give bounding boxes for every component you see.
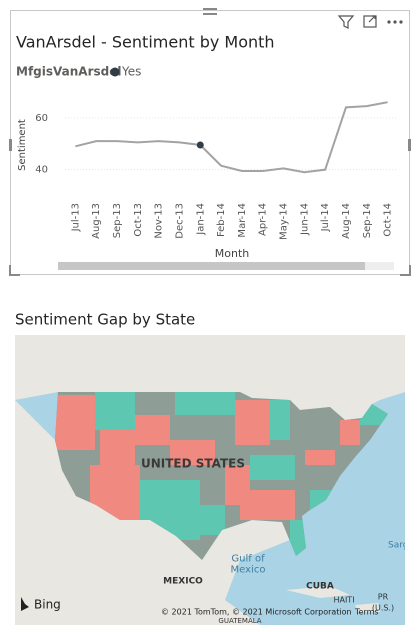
chart: 40 60 Jul-13 Aug-13 Sep-13 Oct-13 Nov-13 Dec-13… <box>35 65 398 240</box>
legend-marker <box>110 67 120 77</box>
line <box>75 101 388 174</box>
x-tick-label: Oct-13 <box>133 203 144 237</box>
chart-title: VanArsdel - Sentiment by Month <box>16 33 275 52</box>
bing-logo: Bing <box>34 598 61 612</box>
y-tick-label: 60 <box>35 113 48 124</box>
visual-card[interactable] <box>10 10 410 275</box>
terms-link[interactable]: Terms <box>354 608 379 617</box>
y-axis-title: Sentiment <box>17 119 28 171</box>
map-label: Sarg <box>388 541 408 551</box>
x-tick-label: Apr-14 <box>258 203 269 236</box>
x-tick-label: Dec-13 <box>174 203 185 239</box>
map-label: Gulf of Mexico <box>231 554 266 576</box>
map-label: CUBA <box>306 582 334 592</box>
map-title: Sentiment Gap by State <box>15 311 195 329</box>
selected-point <box>196 141 204 149</box>
x-tick-label: Aug-14 <box>341 203 352 239</box>
scrollbar-thumb[interactable] <box>58 262 365 270</box>
x-tick-label: Jul-13 <box>70 203 81 232</box>
x-tick-label: Feb-14 <box>216 203 227 237</box>
copyright: © 2021 TomTom, © 2021 Microsoft Corporat… <box>161 608 352 617</box>
map-label: HAITI <box>333 596 354 605</box>
x-tick-label: Mar-14 <box>237 203 248 238</box>
x-tick-label: Nov-13 <box>154 203 165 239</box>
map-label: UNITED STATES <box>141 457 245 471</box>
map-label: MEXICO <box>163 577 203 587</box>
resize-handles <box>9 8 411 276</box>
legend-label: Yes <box>121 65 141 79</box>
x-tick-label: Sep-14 <box>362 203 373 238</box>
visual-header-icons[interactable] <box>337 15 403 29</box>
map[interactable]: UNITED STATES Gulf of Mexico MEXICO CUBA … <box>15 335 408 625</box>
x-tick-label: Aug-13 <box>91 203 102 239</box>
x-tick-label: May-14 <box>279 203 290 240</box>
y-tick-label: 40 <box>35 165 48 176</box>
legend-title: MfgisVanArsdel <box>16 65 121 79</box>
x-tick-label: Sep-13 <box>112 203 123 238</box>
x-tick-label: Jan-14 <box>195 203 206 236</box>
x-tick-label: Jun-14 <box>299 203 310 236</box>
x-axis-title: Month <box>215 247 250 260</box>
map-label: PR (U.S.) <box>372 592 394 612</box>
x-tick-label: Jul-14 <box>320 203 331 232</box>
map-label: GUATEMALA <box>218 617 261 625</box>
x-tick-label: Oct-14 <box>383 203 394 237</box>
